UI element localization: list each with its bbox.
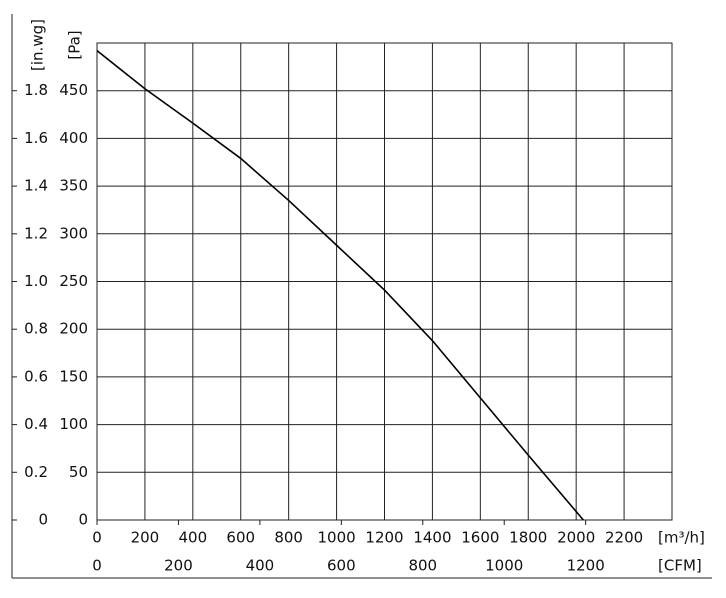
y2-tick-label: 0.8	[24, 320, 48, 338]
x-tick-label: 1600	[461, 529, 499, 547]
y-tick-label: 300	[59, 224, 88, 242]
y-tick-label: 0	[78, 511, 88, 529]
x-tick-label: 200	[131, 529, 160, 547]
y2-axis-title: [in.wg]	[29, 19, 47, 71]
x-tick-label: 2200	[605, 529, 643, 547]
x-tick-label: 2000	[557, 529, 595, 547]
y2-tick-label: 0.4	[24, 415, 48, 433]
y-tick-label: 450	[59, 81, 88, 99]
y-tick-label: 350	[59, 177, 88, 195]
x-axis-title: [m³/h]	[658, 529, 705, 547]
y2-tick-label: 1.4	[24, 177, 48, 195]
x2-tick-label: 1200	[567, 557, 605, 575]
y2-tick-label: 1.0	[24, 272, 48, 290]
y2-tick-label: 1.8	[24, 81, 48, 99]
y2-tick-label: 0.6	[24, 367, 48, 385]
y-tick-label: 200	[59, 320, 88, 338]
x2-axis-title: [CFM]	[658, 557, 702, 575]
y-tick-label: 400	[59, 129, 88, 147]
x-tick-label: 1200	[365, 529, 403, 547]
x2-tick-label: 200	[164, 557, 193, 575]
y-axis-title: [Pa]	[66, 30, 84, 59]
y2-tick-label: 1.2	[24, 224, 48, 242]
y2-tick-label: 0.2	[24, 463, 48, 481]
x-tick-label: 1800	[509, 529, 547, 547]
x-tick-label: 800	[274, 529, 303, 547]
x2-tick-label: 600	[327, 557, 356, 575]
x-tick-label: 0	[92, 529, 102, 547]
x2-tick-label: 0	[92, 557, 102, 575]
y-tick-label: 150	[59, 367, 88, 385]
x-tick-label: 1000	[317, 529, 355, 547]
x-tick-label: 1400	[413, 529, 451, 547]
y-tick-label: 250	[59, 272, 88, 290]
curve	[96, 50, 584, 521]
y-tick-label: 50	[69, 463, 88, 481]
x-tick-label: 400	[179, 529, 208, 547]
x2-tick-label: 800	[408, 557, 437, 575]
x2-tick-label: 400	[246, 557, 275, 575]
x-tick-label: 600	[226, 529, 255, 547]
x2-tick-label: 1000	[485, 557, 523, 575]
y-tick-label: 100	[59, 415, 88, 433]
y2-tick-label: 0	[38, 511, 48, 529]
y2-tick-label: 1.6	[24, 129, 48, 147]
